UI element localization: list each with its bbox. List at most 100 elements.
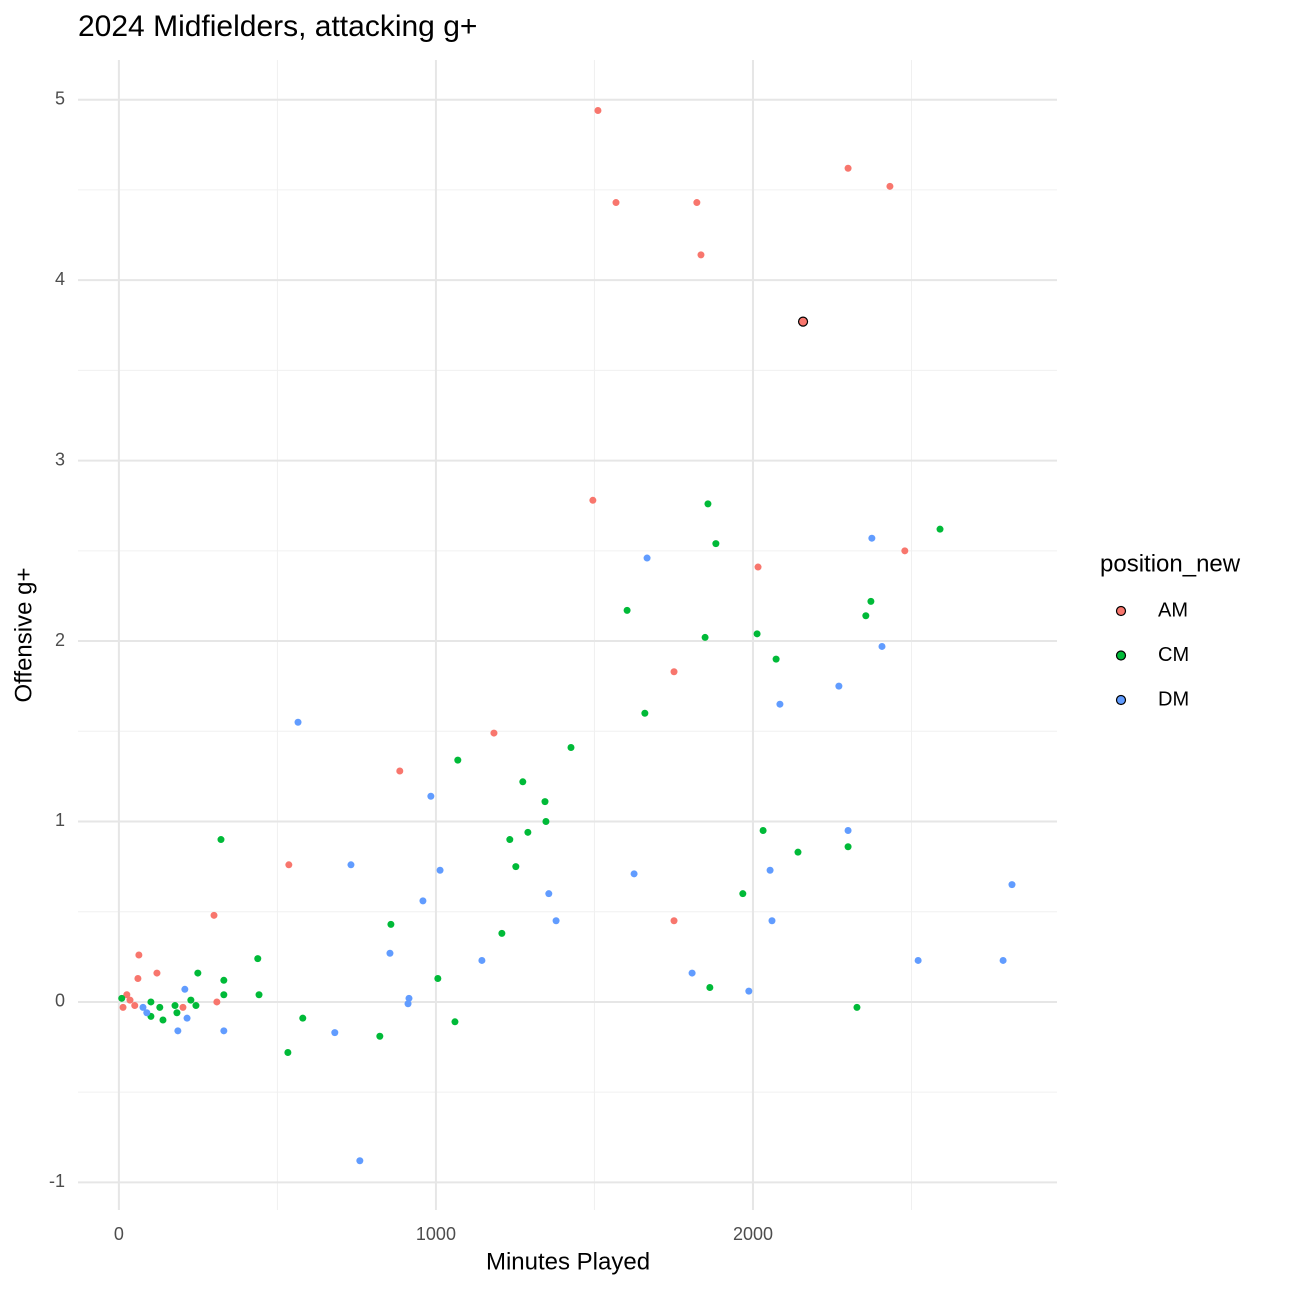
point	[454, 756, 462, 764]
point	[387, 920, 395, 928]
y-tick-label: 4	[55, 269, 65, 289]
y-tick-label: 5	[55, 88, 65, 108]
point	[405, 994, 413, 1002]
point	[131, 1002, 139, 1010]
point	[759, 827, 767, 835]
point	[706, 984, 714, 992]
legend-label: AM	[1158, 599, 1188, 621]
point	[404, 1000, 412, 1008]
point	[552, 917, 560, 925]
point	[183, 1014, 191, 1022]
point	[844, 843, 852, 851]
point	[754, 563, 762, 571]
x-tick-label: 1000	[416, 1224, 456, 1244]
legend-key	[1115, 605, 1127, 617]
point	[594, 107, 602, 115]
point	[772, 655, 780, 663]
y-tick-label: -1	[49, 1171, 65, 1191]
x-axis-label: Minutes Played	[486, 1248, 650, 1275]
point	[704, 500, 712, 508]
point	[159, 1016, 167, 1024]
point	[143, 1009, 151, 1017]
point	[844, 827, 852, 835]
point	[181, 985, 189, 993]
point	[901, 547, 909, 555]
legend-key	[1115, 650, 1127, 661]
point	[697, 251, 705, 259]
point	[126, 996, 134, 1004]
point	[835, 682, 843, 690]
point	[512, 863, 520, 871]
point	[356, 1157, 364, 1165]
point	[434, 974, 442, 982]
point	[936, 525, 944, 533]
legend-title: position_new	[1100, 550, 1241, 577]
point	[179, 1003, 187, 1011]
point	[135, 951, 143, 959]
point	[427, 792, 435, 800]
point	[187, 996, 195, 1004]
point	[451, 1018, 459, 1026]
legend-key	[1115, 694, 1127, 706]
point	[545, 890, 553, 898]
point	[118, 994, 126, 1002]
y-tick-label: 2	[55, 630, 65, 650]
point	[612, 199, 620, 207]
point	[739, 890, 747, 898]
point	[192, 1002, 200, 1010]
point	[623, 606, 631, 614]
point	[254, 955, 262, 963]
point	[147, 998, 155, 1006]
point	[999, 956, 1007, 964]
point	[878, 642, 886, 650]
point	[567, 744, 575, 752]
x-tick-label: 0	[114, 1224, 124, 1244]
point	[670, 668, 678, 676]
point	[299, 1014, 307, 1022]
point	[693, 199, 701, 207]
point	[194, 969, 202, 977]
point	[745, 987, 753, 995]
y-tick-label: 3	[55, 449, 65, 469]
point	[123, 991, 131, 999]
point	[220, 976, 228, 984]
point	[766, 866, 774, 874]
point	[844, 164, 852, 172]
point	[347, 861, 355, 869]
point	[376, 1032, 384, 1040]
point	[1008, 881, 1016, 889]
legend-label: DM	[1158, 688, 1189, 710]
point	[670, 917, 678, 925]
point	[853, 1003, 861, 1011]
point	[419, 897, 427, 905]
point	[768, 917, 776, 925]
point	[217, 836, 225, 844]
point	[542, 817, 550, 825]
y-axis-label: Offensive g+	[10, 568, 37, 703]
point	[867, 597, 875, 605]
point	[119, 1003, 127, 1011]
point	[284, 1048, 292, 1056]
point	[255, 991, 263, 999]
point	[331, 1029, 339, 1037]
point	[712, 540, 720, 548]
point	[701, 633, 709, 641]
point	[436, 866, 444, 874]
y-tick-label: 1	[55, 810, 65, 830]
point	[643, 554, 651, 562]
point	[641, 709, 649, 717]
highlighted-point	[797, 316, 809, 327]
point	[524, 828, 532, 836]
point	[174, 1027, 182, 1035]
point	[630, 870, 638, 878]
point	[868, 534, 876, 542]
point	[153, 969, 161, 977]
point	[156, 1003, 164, 1011]
chart-title: 2024 Midfielders, attacking g+	[78, 10, 477, 43]
point	[171, 1002, 179, 1010]
y-tick-label: 0	[55, 991, 65, 1011]
point	[478, 956, 486, 964]
x-tick-label: 2000	[733, 1224, 773, 1244]
point	[498, 929, 506, 937]
